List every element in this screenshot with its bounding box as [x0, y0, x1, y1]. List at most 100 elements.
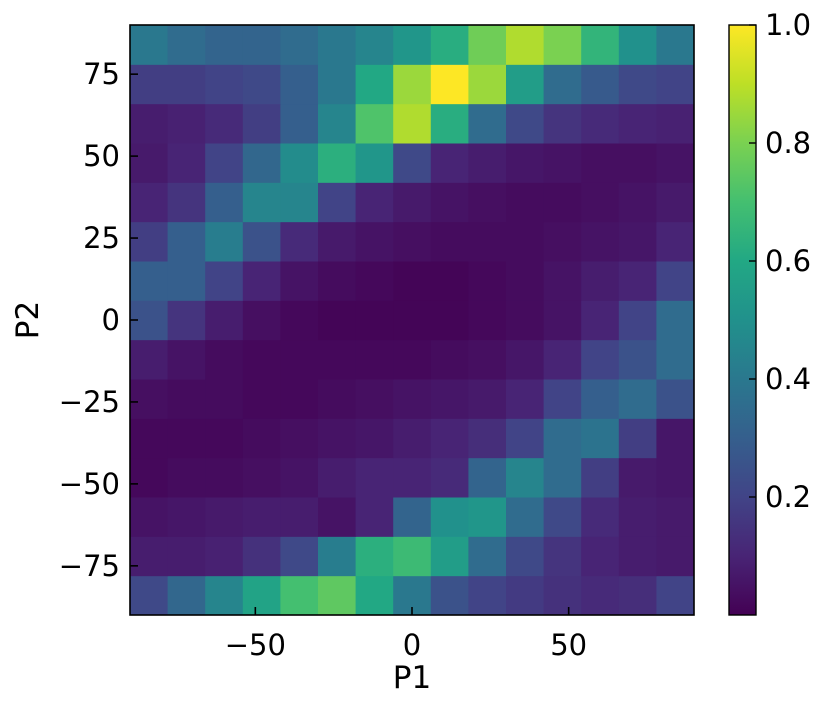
heatmap-cell — [430, 575, 469, 616]
heatmap-cell — [280, 339, 319, 380]
heatmap-cell — [167, 143, 206, 183]
heatmap-cell — [430, 64, 469, 105]
heatmap-cell — [543, 339, 582, 380]
heatmap-cell — [543, 575, 582, 616]
heatmap-cell — [543, 497, 582, 537]
heatmap-cell — [656, 457, 695, 498]
heatmap-cell — [318, 143, 357, 183]
heatmap-cell — [242, 25, 281, 65]
heatmap-cell — [430, 25, 469, 65]
heatmap-cell — [280, 300, 319, 341]
heatmap-cell — [468, 457, 507, 498]
heatmap-cell — [130, 418, 169, 459]
y-tick-label: −50 — [59, 467, 120, 501]
heatmap-cell — [618, 536, 657, 577]
heatmap-cell — [167, 221, 206, 262]
heatmap-cell — [581, 182, 620, 223]
heatmap-cell — [543, 143, 582, 183]
heatmap-cell — [318, 457, 357, 498]
heatmap-cell — [656, 339, 695, 380]
heatmap-cell — [618, 25, 657, 65]
heatmap-cell — [167, 418, 206, 459]
heatmap-cell — [506, 379, 545, 419]
heatmap-cell — [393, 497, 432, 537]
heatmap-cell — [318, 261, 357, 301]
heatmap-cell — [393, 103, 432, 144]
y-tick-label: −25 — [59, 385, 120, 419]
heatmap-cell — [656, 418, 695, 459]
heatmap-cell — [355, 25, 394, 65]
heatmap-cell — [656, 64, 695, 105]
heatmap-cell — [543, 300, 582, 341]
heatmap-cell — [656, 379, 695, 419]
heatmap-cell — [543, 182, 582, 223]
heatmap-cell — [506, 457, 545, 498]
heatmap-cell — [205, 261, 244, 301]
y-tick-label: 0 — [102, 303, 120, 337]
heatmap-cell — [130, 64, 169, 105]
heatmap-cell — [618, 221, 657, 262]
x-axis-label: P1 — [393, 660, 431, 696]
heatmap-cell — [167, 457, 206, 498]
heatmap-cell — [393, 457, 432, 498]
heatmap-cells — [130, 25, 695, 616]
heatmap-cell — [618, 457, 657, 498]
heatmap-cell — [581, 103, 620, 144]
y-axis-label: P2 — [10, 301, 46, 339]
heatmap-cell — [506, 143, 545, 183]
heatmap-cell — [242, 261, 281, 301]
colorbar-tick-label: 1.0 — [765, 8, 811, 42]
heatmap-cell — [318, 64, 357, 105]
heatmap-cell — [543, 536, 582, 577]
heatmap-cell — [430, 182, 469, 223]
heatmap-cell — [355, 300, 394, 341]
heatmap-cell — [618, 182, 657, 223]
heatmap-cell — [205, 182, 244, 223]
heatmap-cell — [468, 575, 507, 616]
y-tick-label: −75 — [59, 549, 120, 583]
heatmap-cell — [468, 497, 507, 537]
heatmap-cell — [205, 300, 244, 341]
heatmap-cell — [468, 64, 507, 105]
heatmap-cell — [581, 418, 620, 459]
heatmap-cell — [656, 103, 695, 144]
heatmap-cell — [506, 300, 545, 341]
heatmap-cell — [242, 103, 281, 144]
heatmap-cell — [581, 64, 620, 105]
heatmap-cell — [130, 182, 169, 223]
colorbar-tick-label: 0.2 — [765, 480, 811, 514]
heatmap-cell — [318, 575, 357, 616]
heatmap-cell — [130, 261, 169, 301]
heatmap-cell — [656, 300, 695, 341]
heatmap-cell — [205, 25, 244, 65]
heatmap-cell — [318, 103, 357, 144]
heatmap-cell — [581, 575, 620, 616]
heatmap-cell — [167, 25, 206, 65]
heatmap-cell — [656, 575, 695, 616]
heatmap-cell — [543, 261, 582, 301]
heatmap-cell — [506, 221, 545, 262]
heatmap-cell — [618, 103, 657, 144]
heatmap-cell — [355, 103, 394, 144]
heatmap-cell — [242, 221, 281, 262]
heatmap-cell — [205, 457, 244, 498]
heatmap-cell — [543, 379, 582, 419]
heatmap-cell — [581, 143, 620, 183]
x-tick-label: 50 — [550, 628, 587, 662]
heatmap-cell — [656, 497, 695, 537]
heatmap-cell — [355, 536, 394, 577]
heatmap-cell — [506, 261, 545, 301]
heatmap-cell — [468, 339, 507, 380]
heatmap-cell — [280, 418, 319, 459]
heatmap-cell — [656, 261, 695, 301]
heatmap-cell — [581, 497, 620, 537]
heatmap-cell — [318, 536, 357, 577]
colorbar-tick-label: 0.6 — [765, 244, 811, 278]
heatmap-cell — [618, 261, 657, 301]
heatmap-cell — [393, 536, 432, 577]
heatmap-cell — [393, 25, 432, 65]
heatmap-cell — [280, 103, 319, 144]
heatmap-cell — [355, 575, 394, 616]
heatmap-cell — [468, 300, 507, 341]
heatmap-cell — [468, 221, 507, 262]
